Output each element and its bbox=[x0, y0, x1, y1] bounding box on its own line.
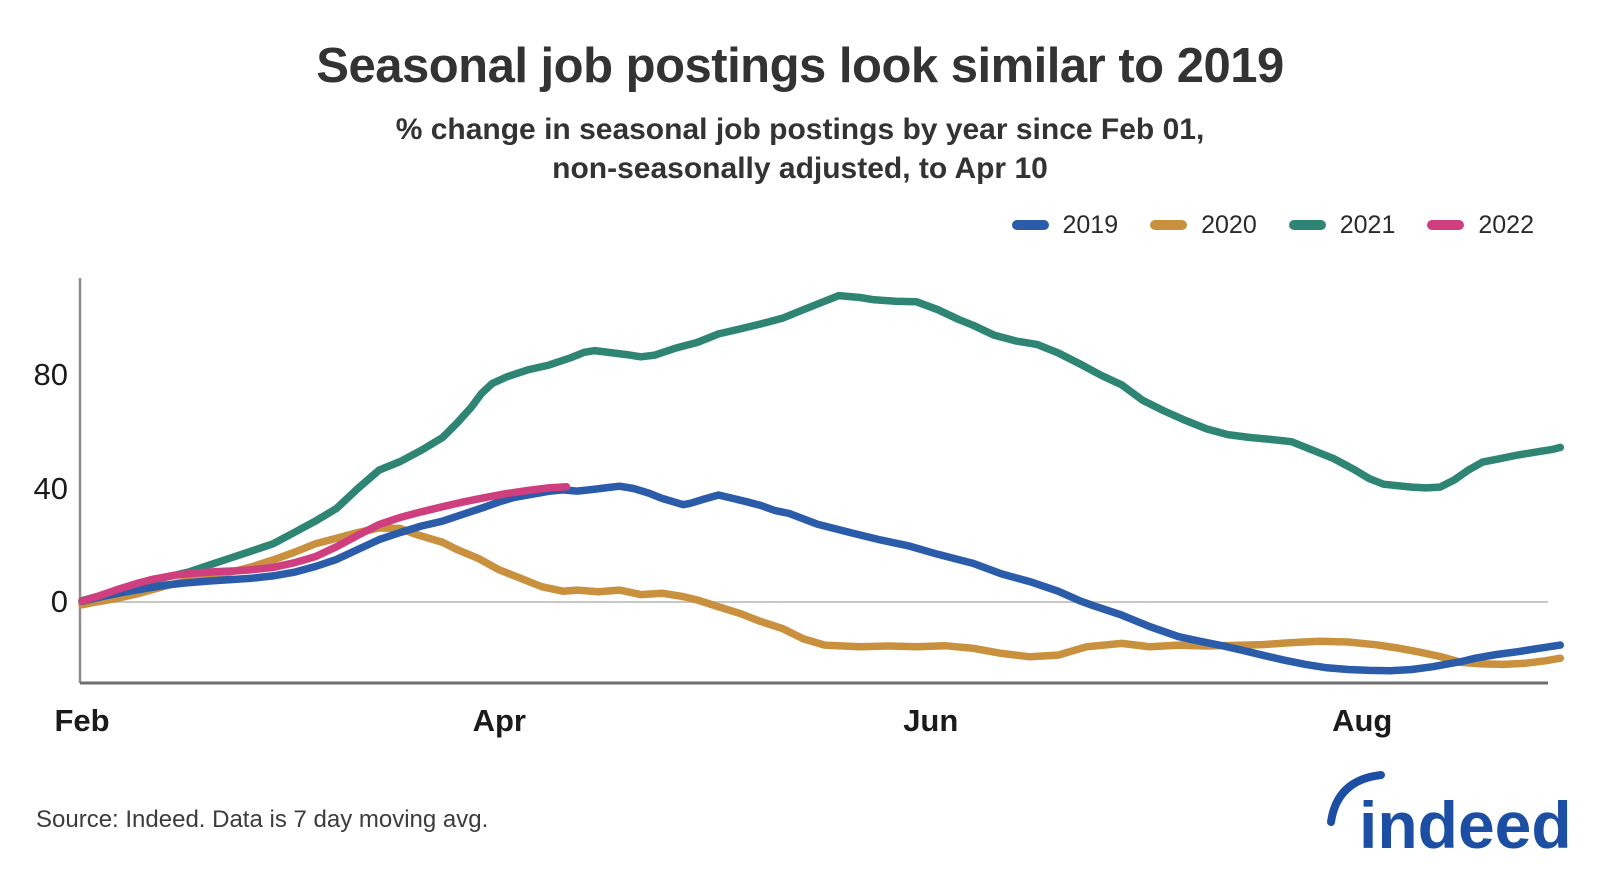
y-tick-40: 40 bbox=[33, 470, 68, 506]
logo-swoosh bbox=[1327, 771, 1385, 826]
chart-subtitle: % change in seasonal job postings by yea… bbox=[395, 113, 1205, 185]
legend-swatch-2021 bbox=[1288, 220, 1326, 230]
source-note: Source: Indeed. Data is 7 day moving avg… bbox=[36, 806, 489, 833]
legend-item-2020: 2020 bbox=[1150, 211, 1257, 240]
legend-swatch-2020 bbox=[1150, 220, 1188, 230]
legend-item-2022: 2022 bbox=[1427, 211, 1534, 240]
legend-label-2019: 2019 bbox=[1062, 210, 1119, 239]
indeed-logo: indeed bbox=[1317, 766, 1572, 863]
legend: 2019 2020 2021 2022 bbox=[1011, 207, 1534, 243]
y-tick-80: 80 bbox=[33, 357, 68, 392]
legend-swatch-2022 bbox=[1427, 220, 1465, 230]
chart-title: Seasonal job postings look similar to 20… bbox=[316, 39, 1284, 93]
x-tick-Feb: Feb bbox=[54, 703, 110, 738]
x-tick-Apr: Apr bbox=[472, 703, 526, 738]
legend-label-2021: 2021 bbox=[1339, 210, 1396, 239]
x-tick-Aug: Aug bbox=[1332, 703, 1393, 738]
x-tick-Jun: Jun bbox=[903, 703, 959, 738]
line-2019 bbox=[78, 482, 1565, 675]
line-2021 bbox=[78, 291, 1565, 605]
legend-label-2022: 2022 bbox=[1478, 210, 1534, 239]
legend-item-2019: 2019 bbox=[1011, 210, 1119, 240]
logo-wordmark: indeed bbox=[1359, 788, 1572, 858]
legend-item-2021: 2021 bbox=[1288, 210, 1396, 240]
legend-label-2020: 2020 bbox=[1201, 210, 1257, 239]
line-2022 bbox=[78, 483, 571, 605]
legend-swatch-2019 bbox=[1011, 220, 1049, 230]
series-lines bbox=[78, 291, 1565, 675]
y-tick-0: 0 bbox=[50, 584, 68, 619]
indeed-logo-graphic: indeed bbox=[1327, 771, 1572, 862]
line-2020 bbox=[78, 524, 1565, 669]
